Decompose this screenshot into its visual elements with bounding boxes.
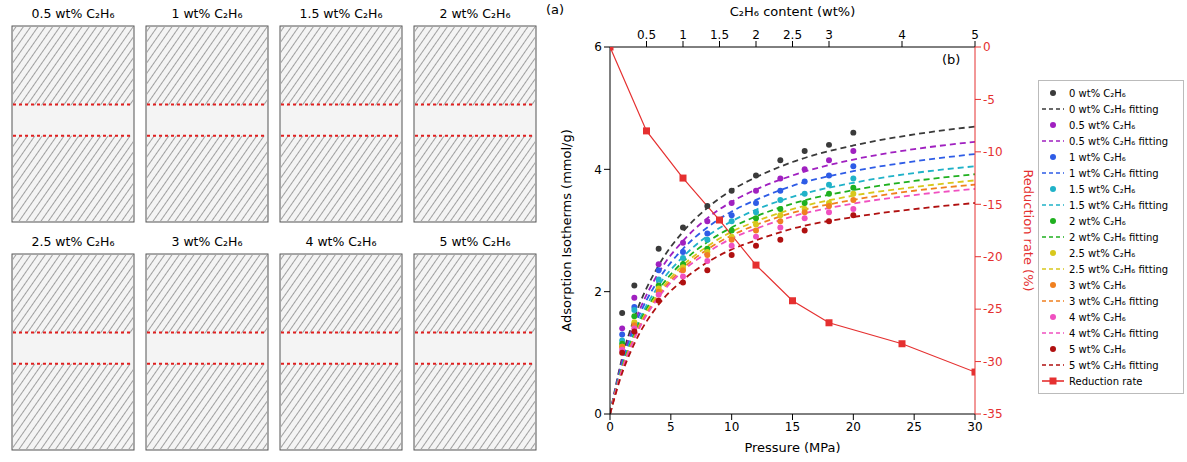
- html-text:Reduction rate: Reduction rate: [1069, 375, 1143, 387]
- html-text:0.5 wt% C₂H₆: 0.5 wt% C₂H₆: [1069, 119, 1136, 131]
- html-text:5 wt% C₂H₆: 5 wt% C₂H₆: [439, 234, 511, 249]
- html-text:2.5 wt% C₂H₆: 2.5 wt% C₂H₆: [31, 234, 115, 249]
- html-text:2 wt% C₂H₆ fitting: 2 wt% C₂H₆ fitting: [1069, 231, 1159, 243]
- html-text:3 wt% C₂H₆: 3 wt% C₂H₆: [1069, 279, 1126, 291]
- svg-text:1: 1: [679, 28, 687, 42]
- svg-text:0: 0: [983, 40, 991, 54]
- svg-text:5: 5: [971, 28, 979, 42]
- html-text:4 wt% C₂H₆: 4 wt% C₂H₆: [1069, 311, 1126, 323]
- html-text:5 wt% C₂H₆: 5 wt% C₂H₆: [1069, 343, 1126, 355]
- svg-text:0.5: 0.5: [637, 28, 656, 42]
- html-text:3 wt% C₂H₆ fitting: 3 wt% C₂H₆ fitting: [1069, 295, 1159, 307]
- svg-text:25: 25: [907, 420, 922, 434]
- svg-text:5: 5: [667, 420, 675, 434]
- svg-text:-5: -5: [983, 93, 995, 107]
- html-text:2 wt% C₂H₆: 2 wt% C₂H₆: [1069, 215, 1126, 227]
- html-text:2.5 wt% C₂H₆: 2.5 wt% C₂H₆: [1069, 247, 1136, 259]
- svg-text:2: 2: [594, 285, 602, 299]
- svg-text:4: 4: [898, 28, 906, 42]
- svg-text:15: 15: [785, 420, 800, 434]
- html-text:2.5 wt% C₂H₆ fitting: 2.5 wt% C₂H₆ fitting: [1069, 263, 1169, 275]
- html-text:1.5 wt% C₂H₆ fitting: 1.5 wt% C₂H₆ fitting: [1069, 199, 1169, 211]
- html-text:0 wt% C₂H₆: 0 wt% C₂H₆: [1069, 87, 1126, 99]
- svg-text:1.5: 1.5: [710, 28, 729, 42]
- html-text:1.5 wt% C₂H₆: 1.5 wt% C₂H₆: [299, 6, 383, 21]
- svg-text:-35: -35: [983, 407, 1003, 421]
- svg-text:-10: -10: [983, 145, 1003, 159]
- svg-text:10: 10: [724, 420, 739, 434]
- html-text:(b): (b): [942, 52, 961, 67]
- svg-text:2.5: 2.5: [783, 28, 802, 42]
- html-text:1 wt% C₂H₆: 1 wt% C₂H₆: [171, 6, 243, 21]
- svg-text:2: 2: [752, 28, 760, 42]
- svg-text:0: 0: [606, 420, 614, 434]
- html-text:1.5 wt% C₂H₆: 1.5 wt% C₂H₆: [1069, 183, 1136, 195]
- html-text:3 wt% C₂H₆: 3 wt% C₂H₆: [171, 234, 243, 249]
- html-text:2 wt% C₂H₆: 2 wt% C₂H₆: [439, 6, 511, 21]
- svg-text:20: 20: [846, 420, 861, 434]
- svg-text:Reduction rate (%): Reduction rate (%): [1021, 169, 1035, 291]
- html-text:1 wt% C₂H₆ fitting: 1 wt% C₂H₆ fitting: [1069, 167, 1159, 179]
- svg-text:0: 0: [594, 407, 602, 421]
- svg-text:Adsorption Isotherms (mmol/g): Adsorption Isotherms (mmol/g): [560, 129, 574, 332]
- svg-text:C₂H₆ content (wt%): C₂H₆ content (wt%): [730, 4, 856, 19]
- html-text:4 wt% C₂H₆ fitting: 4 wt% C₂H₆ fitting: [1069, 327, 1159, 339]
- svg-text:6: 6: [594, 40, 602, 54]
- svg-text:-30: -30: [983, 355, 1003, 369]
- html-text:(a): (a): [546, 2, 565, 17]
- svg-text:30: 30: [967, 420, 982, 434]
- html-text:0 wt% C₂H₆ fitting: 0 wt% C₂H₆ fitting: [1069, 103, 1159, 115]
- svg-text:-20: -20: [983, 250, 1003, 264]
- svg-text:3: 3: [825, 28, 833, 42]
- html-text:0.5 wt% C₂H₆ fitting: 0.5 wt% C₂H₆ fitting: [1069, 135, 1169, 147]
- svg-text:-15: -15: [983, 198, 1003, 212]
- html-text:5 wt% C₂H₆ fitting: 5 wt% C₂H₆ fitting: [1069, 359, 1159, 371]
- html-text:4 wt% C₂H₆: 4 wt% C₂H₆: [305, 234, 377, 249]
- html-text:0.5 wt% C₂H₆: 0.5 wt% C₂H₆: [31, 6, 115, 21]
- svg-text:Pressure (MPa): Pressure (MPa): [744, 440, 840, 455]
- svg-text:4: 4: [594, 163, 602, 177]
- svg-text:-25: -25: [983, 302, 1003, 316]
- html-text:1 wt% C₂H₆: 1 wt% C₂H₆: [1069, 151, 1126, 163]
